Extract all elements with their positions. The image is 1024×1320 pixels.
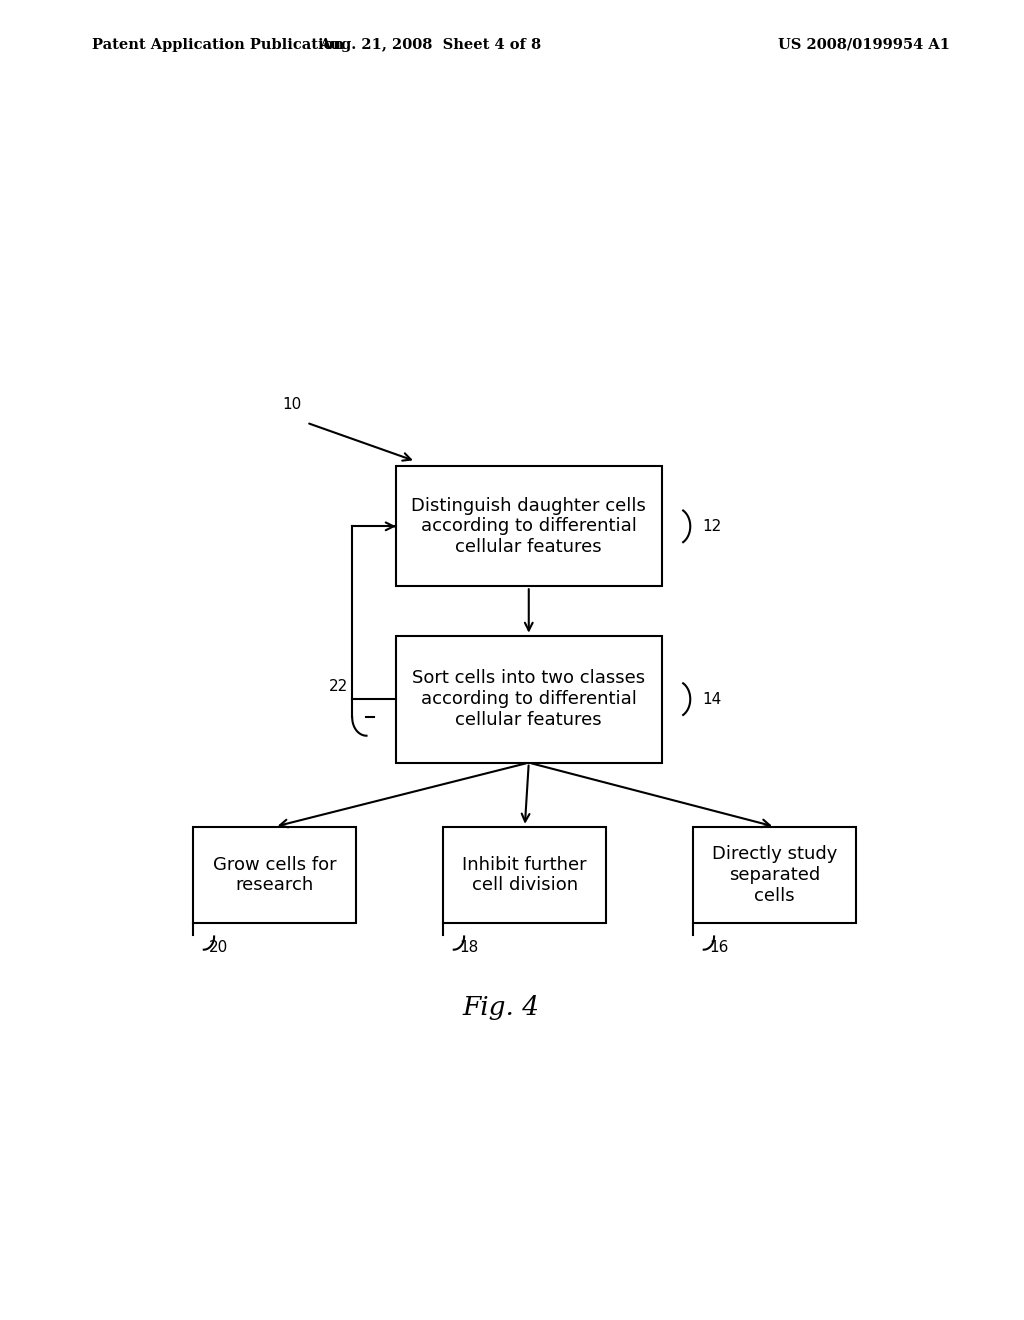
Text: Directly study
separated
cells: Directly study separated cells — [712, 845, 838, 904]
Text: Inhibit further
cell division: Inhibit further cell division — [463, 855, 587, 895]
Text: Fig. 4: Fig. 4 — [463, 994, 540, 1019]
Bar — [396, 636, 662, 763]
Text: Grow cells for
research: Grow cells for research — [213, 855, 337, 895]
Bar — [693, 826, 856, 923]
Text: Aug. 21, 2008  Sheet 4 of 8: Aug. 21, 2008 Sheet 4 of 8 — [319, 38, 541, 51]
Bar — [396, 466, 662, 586]
Text: 22: 22 — [329, 678, 348, 694]
Text: 16: 16 — [709, 940, 728, 956]
Text: 18: 18 — [459, 940, 478, 956]
Text: Sort cells into two classes
according to differential
cellular features: Sort cells into two classes according to… — [413, 669, 645, 729]
Text: US 2008/0199954 A1: US 2008/0199954 A1 — [778, 38, 950, 51]
Text: Distinguish daughter cells
according to differential
cellular features: Distinguish daughter cells according to … — [412, 496, 646, 556]
Bar — [194, 826, 356, 923]
Text: 12: 12 — [702, 519, 722, 533]
Bar — [443, 826, 606, 923]
Text: Patent Application Publication: Patent Application Publication — [92, 38, 344, 51]
Text: 14: 14 — [702, 692, 722, 706]
Text: 10: 10 — [283, 397, 302, 412]
Text: 20: 20 — [209, 940, 228, 956]
